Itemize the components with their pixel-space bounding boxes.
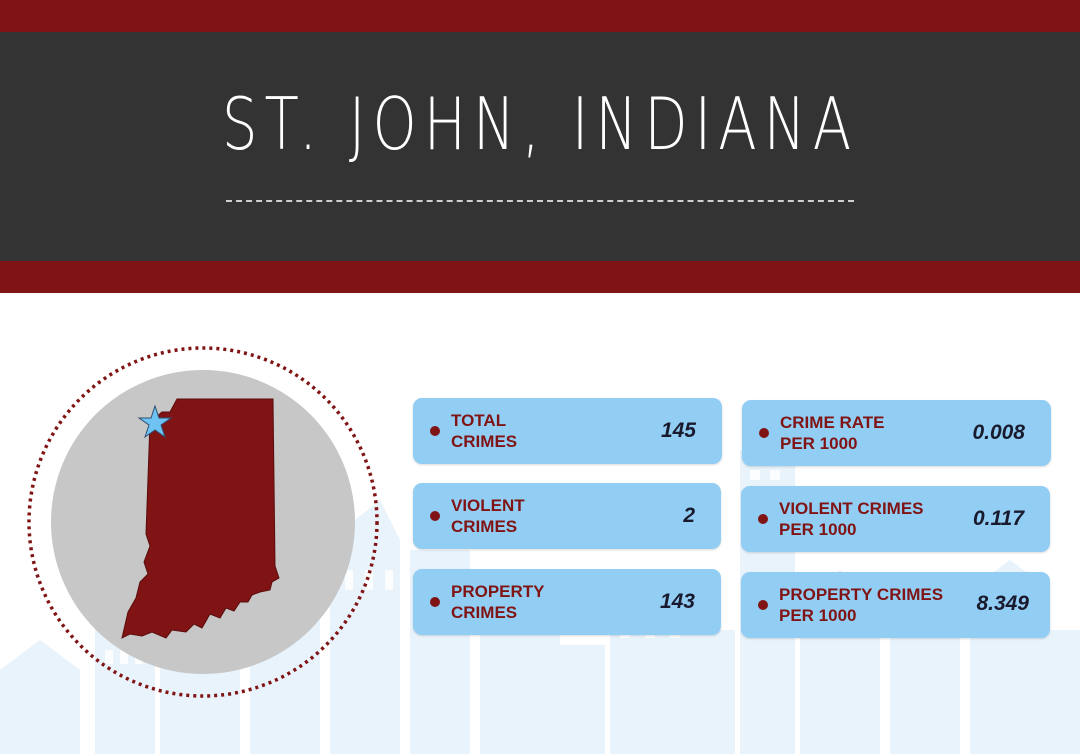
stat-label: TOTAL CRIMES: [451, 411, 518, 451]
stat-value: 8.349: [976, 592, 1029, 615]
city-skyline-background: [0, 450, 1080, 754]
stat-value: 143: [659, 590, 695, 613]
stat-card-total-crimes: TOTAL CRIMES 145: [413, 398, 722, 464]
bullet-icon: [759, 428, 769, 438]
stat-card-violent-crimes-rate: VIOLENT CRIMES PER 1000 0.117: [741, 486, 1050, 552]
stat-label: VIOLENT CRIMES: [451, 496, 525, 536]
stat-card-violent-crimes: VIOLENT CRIMES 2: [413, 483, 721, 549]
dotted-ring: [27, 346, 379, 698]
indiana-map-badge: [27, 346, 379, 698]
header-banner: [0, 32, 1080, 261]
stat-label: VIOLENT CRIMES PER 1000: [779, 499, 924, 539]
bullet-icon: [758, 600, 768, 610]
top-accent-band: [0, 0, 1080, 32]
stat-label: CRIME RATE PER 1000: [780, 413, 885, 453]
stat-value: 0.008: [972, 421, 1025, 444]
bullet-icon: [430, 426, 440, 436]
title-divider: [226, 200, 854, 202]
stat-card-property-crimes: PROPERTY CRIMES 143: [413, 569, 721, 635]
stat-card-crime-rate: CRIME RATE PER 1000 0.008: [742, 400, 1051, 466]
stat-value: 2: [683, 504, 695, 527]
indiana-state-shape: [121, 398, 280, 639]
stat-value: 145: [660, 419, 696, 442]
stat-value: 0.117: [973, 507, 1024, 530]
bullet-icon: [430, 597, 440, 607]
stat-label: PROPERTY CRIMES: [451, 582, 545, 622]
star-icon: [137, 404, 173, 439]
stat-card-property-crimes-rate: PROPERTY CRIMES PER 1000 8.349: [741, 572, 1050, 638]
bottom-accent-band: [0, 261, 1080, 293]
bullet-icon: [430, 511, 440, 521]
bullet-icon: [758, 514, 768, 524]
page-title: ST. JOHN, INDIANA: [221, 82, 859, 166]
stat-label: PROPERTY CRIMES PER 1000: [779, 585, 944, 625]
